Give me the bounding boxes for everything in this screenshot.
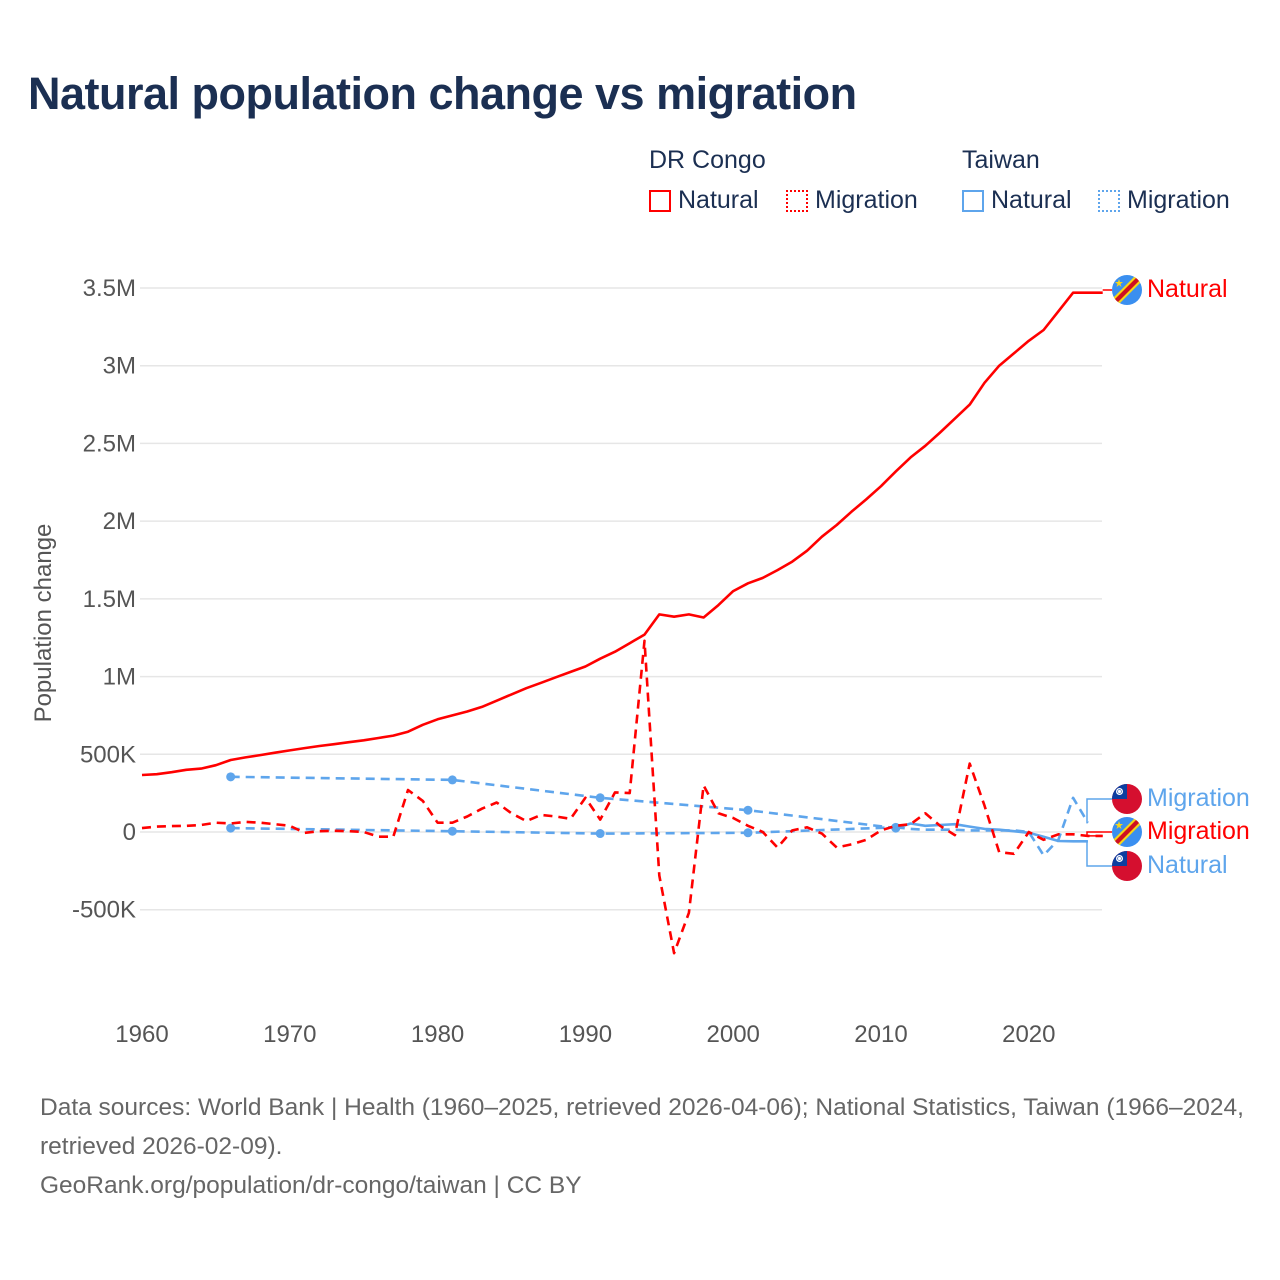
x-tick-label: 2020	[1002, 1021, 1055, 1048]
end-label-dr-congo-natural: Natural	[1147, 275, 1228, 303]
end-label-dr-congo-migration: Migration	[1147, 817, 1250, 845]
y-tick-label: 3.5M	[83, 275, 136, 302]
label-connector	[1086, 798, 1112, 824]
series-line-taiwan-natural-gap	[230, 775, 896, 830]
y-tick-label: 2M	[103, 508, 136, 535]
taiwan-flag-icon	[1112, 784, 1142, 814]
end-label-taiwan-migration: Migration	[1147, 784, 1250, 812]
y-tick-label: 0	[123, 819, 136, 846]
data-point-marker	[226, 823, 236, 833]
legend-label: Migration	[815, 186, 918, 214]
footer: Data sources: World Bank | Health (1960–…	[40, 1088, 1260, 1205]
legend-swatch-dotted	[1098, 189, 1120, 212]
y-tick-label: -500K	[72, 897, 136, 924]
label-connector	[1086, 831, 1112, 837]
x-tick-label: 2000	[707, 1021, 760, 1048]
data-point-marker	[595, 793, 605, 803]
series-line-dr-congo-migration	[141, 639, 1103, 955]
series-line-dr-congo-natural	[141, 291, 1103, 777]
x-tick-label: 2010	[854, 1021, 907, 1048]
data-point-marker	[595, 829, 605, 839]
y-tick-label: 3M	[103, 353, 136, 380]
legend-swatch-solid	[962, 189, 984, 212]
legend-dr-congo-migration[interactable]: Migration	[786, 186, 918, 215]
x-tick-label: 1970	[263, 1021, 316, 1048]
end-label-taiwan-natural: Natural	[1147, 851, 1228, 879]
x-tick-label: 1990	[559, 1021, 612, 1048]
legend-label: Migration	[1127, 186, 1230, 214]
x-tick-label: 1960	[115, 1021, 168, 1048]
y-tick-label: 500K	[80, 741, 136, 768]
data-point-marker	[226, 772, 236, 782]
legend-label: Natural	[991, 186, 1072, 214]
y-axis-label: Population change	[30, 524, 57, 723]
data-point-marker	[447, 775, 457, 785]
dr-congo-flag-icon	[1112, 817, 1142, 847]
legend-taiwan-migration[interactable]: Migration	[1098, 186, 1230, 215]
y-tick-label: 1.5M	[83, 586, 136, 613]
y-tick-label: 2.5M	[83, 430, 136, 457]
data-point-marker	[743, 805, 753, 815]
legend-dr-congo-natural[interactable]: Natural	[649, 186, 759, 215]
legend-swatch-dotted	[786, 189, 808, 212]
data-sources: Data sources: World Bank | Health (1960–…	[40, 1094, 1244, 1160]
legend-swatch-solid	[649, 189, 671, 212]
chart-title: Natural population change vs migration	[28, 68, 857, 119]
x-tick-label: 1980	[411, 1021, 464, 1048]
data-point-marker	[447, 826, 457, 836]
data-point-marker	[891, 822, 901, 832]
credit-link[interactable]: GeoRank.org/population/dr-congo/taiwan |…	[40, 1172, 582, 1199]
data-point-marker	[743, 828, 753, 838]
legend-taiwan-natural[interactable]: Natural	[962, 186, 1072, 215]
legend-label: Natural	[678, 186, 759, 214]
legend-group-taiwan: Taiwan	[962, 146, 1040, 174]
y-tick-label: 1M	[103, 664, 136, 691]
taiwan-flag-icon	[1112, 851, 1142, 881]
dr-congo-flag-icon	[1112, 275, 1142, 305]
label-connector	[1086, 840, 1112, 867]
legend-group-dr-congo: DR Congo	[649, 146, 766, 174]
